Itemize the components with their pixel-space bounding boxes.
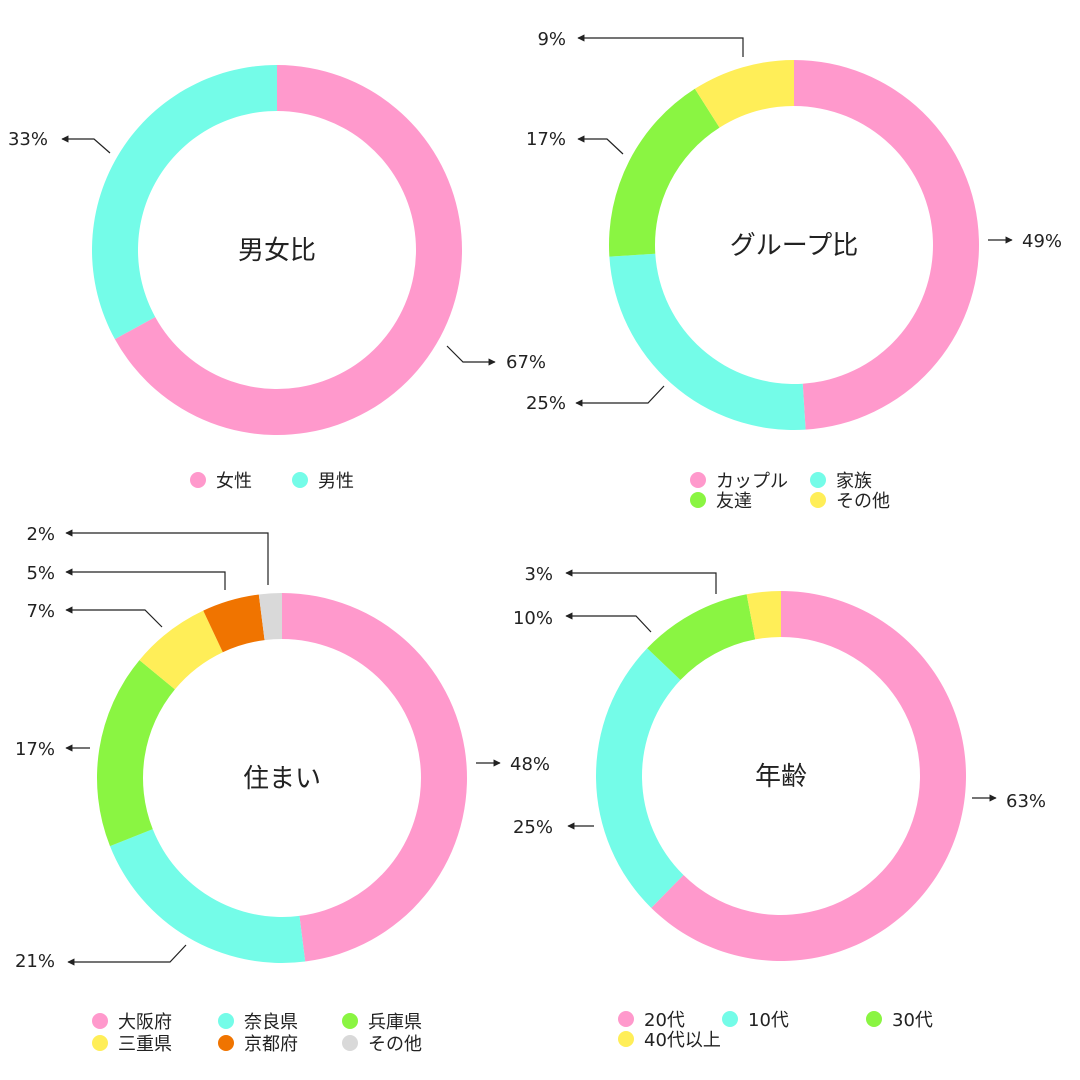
callout-line-1-1	[446, 345, 496, 366]
legend-dot-icon	[218, 1013, 234, 1029]
slice-1-2	[92, 65, 278, 340]
slice-3-1	[282, 593, 468, 962]
slice-2-2	[609, 253, 806, 430]
legend-item-1-2: 男性	[292, 467, 354, 493]
legend-dot-icon	[866, 1011, 882, 1027]
legend-item-2-4: その他	[810, 487, 890, 513]
slice-3-3	[96, 660, 175, 847]
legend-label: カップル	[716, 471, 788, 492]
data-label-2-3: 17%	[526, 129, 566, 150]
data-label-2-1: 49%	[1022, 231, 1062, 252]
legend-item-3-4: 三重県	[92, 1030, 172, 1056]
legend-label: 家族	[836, 471, 872, 492]
legend-dot-icon	[618, 1011, 634, 1027]
slice-4-3	[647, 594, 756, 681]
callout-line-3-5	[65, 568, 226, 590]
chart-title-4: 年齢	[755, 762, 807, 792]
data-label-4-4: 3%	[524, 564, 553, 585]
callout-line-1-2	[61, 135, 111, 154]
legend-item-3-6: その他	[342, 1030, 422, 1056]
legend-label: 奈良県	[244, 1012, 298, 1033]
data-label-4-3: 10%	[513, 608, 553, 629]
slice-4-1	[651, 591, 966, 961]
legend-dot-icon	[690, 472, 706, 488]
callout-line-4-3	[565, 612, 652, 633]
legend-item-2-2: 家族	[810, 467, 872, 493]
data-label-4-1: 63%	[1006, 791, 1046, 812]
callout-line-2-3	[577, 135, 624, 155]
slice-3-6	[258, 593, 282, 641]
legend-item-2-3: 友達	[690, 487, 752, 513]
data-label-2-2: 25%	[526, 393, 566, 414]
data-label-2-4: 9%	[537, 29, 566, 50]
legend-item-3-5: 京都府	[218, 1030, 298, 1056]
legend-dot-icon	[618, 1031, 634, 1047]
slice-4-4	[746, 591, 781, 640]
slice-3-2	[109, 829, 306, 963]
legend-dot-icon	[292, 472, 308, 488]
callout-line-2-4	[577, 34, 744, 57]
slice-2-4	[694, 60, 794, 128]
slice-3-4	[139, 610, 223, 690]
legend-label: 京都府	[244, 1034, 298, 1055]
legend-dot-icon	[690, 492, 706, 508]
legend-label: 兵庫県	[368, 1012, 422, 1033]
legend-dot-icon	[810, 492, 826, 508]
legend-dot-icon	[190, 472, 206, 488]
legend-label: 友達	[716, 491, 752, 512]
chart-title-1: 男女比	[238, 236, 316, 266]
data-label-3-3: 17%	[15, 739, 55, 760]
callout-line-2-2	[575, 385, 665, 407]
data-label-3-1: 48%	[510, 754, 550, 775]
chart-title-3: 住まい	[243, 764, 321, 794]
legend-label: 三重県	[118, 1034, 172, 1055]
legend-label: 40代以上	[644, 1030, 721, 1051]
legend-dot-icon	[218, 1035, 234, 1051]
donut-chart-2: グループ比 49% 25% 17% 9%	[526, 29, 1062, 430]
legend-label: 20代	[644, 1010, 685, 1031]
callout-line-4-4	[565, 569, 717, 594]
legend-item-3-2: 奈良県	[218, 1008, 298, 1034]
data-label-3-4: 7%	[26, 601, 55, 622]
callout-line-3-6	[65, 529, 269, 585]
legend-dot-icon	[92, 1035, 108, 1051]
data-label-1-2: 33%	[8, 129, 48, 150]
legend-label: 大阪府	[118, 1012, 172, 1033]
legend-label: 女性	[216, 471, 252, 492]
legend-item-3-1: 大阪府	[92, 1008, 172, 1034]
legend-label: 男性	[318, 471, 354, 492]
data-label-4-2: 25%	[513, 817, 553, 838]
data-label-3-2: 21%	[15, 951, 55, 972]
legend-dot-icon	[92, 1013, 108, 1029]
data-label-3-5: 5%	[26, 563, 55, 584]
chart-title-2: グループ比	[730, 231, 858, 261]
donut-chart-3: 住まい 48% 21% 17% 7% 5% 2%	[15, 524, 550, 972]
legend-item-2-1: カップル	[690, 467, 788, 493]
legend-label: その他	[368, 1034, 422, 1055]
legend-label: 10代	[748, 1010, 789, 1031]
callout-line-3-2	[67, 944, 187, 966]
slice-3-5	[203, 594, 265, 653]
data-label-1-1: 67%	[506, 352, 546, 373]
data-label-3-6: 2%	[26, 524, 55, 545]
callout-line-3-4	[65, 606, 163, 628]
legend-item-1-1: 女性	[190, 467, 252, 493]
legend-dot-icon	[342, 1035, 358, 1051]
donut-chart-4: 年齢 63% 25% 10% 3%	[513, 564, 1046, 961]
slice-4-2	[596, 648, 684, 908]
donut-chart-1: 男女比 67% 33%	[8, 65, 546, 435]
legend-dot-icon	[810, 472, 826, 488]
legend-item-4-4: 40代以上	[618, 1026, 721, 1052]
legend-item-4-1: 20代	[618, 1006, 685, 1032]
legend-dot-icon	[722, 1011, 738, 1027]
legend-item-4-3: 30代	[866, 1006, 933, 1032]
legend-item-3-3: 兵庫県	[342, 1008, 422, 1034]
legend-dot-icon	[342, 1013, 358, 1029]
legend-label: その他	[836, 491, 890, 512]
legend-label: 30代	[892, 1010, 933, 1031]
legend-item-4-2: 10代	[722, 1006, 789, 1032]
slice-2-3	[608, 88, 720, 257]
slice-2-1	[794, 60, 980, 430]
